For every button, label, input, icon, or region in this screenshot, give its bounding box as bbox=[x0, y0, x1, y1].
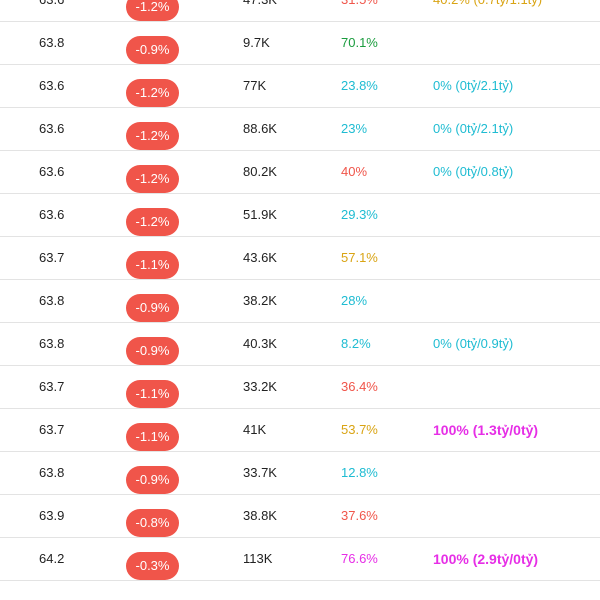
percent-cell: 70.1% bbox=[341, 35, 378, 50]
change-badge: -1.2% bbox=[126, 79, 179, 107]
table-row[interactable]: 63.6 -1.2% 51.9K 29.3% bbox=[0, 194, 600, 237]
volume-cell: 33.7K bbox=[243, 465, 277, 480]
change-badge: -0.3% bbox=[126, 552, 179, 580]
change-badge: -1.1% bbox=[126, 380, 179, 408]
change-cell: -0.3% bbox=[126, 545, 179, 580]
table-row[interactable]: 63.6 -1.2% 77K 23.8% 0% (0tỷ/2.1tỷ) bbox=[0, 65, 600, 108]
change-cell: -1.1% bbox=[126, 373, 179, 408]
price-cell: 63.8 bbox=[39, 465, 65, 480]
price-cell: 63.7 bbox=[39, 379, 65, 394]
percent-cell: 31.5% bbox=[341, 0, 378, 21]
change-cell: -1.2% bbox=[126, 201, 179, 236]
change-cell: -0.9% bbox=[126, 287, 179, 322]
change-cell: -0.8% bbox=[126, 502, 179, 537]
volume-cell: 38.8K bbox=[243, 508, 277, 523]
percent-cell: 40% bbox=[341, 164, 368, 179]
percent-cell: 8.2% bbox=[341, 336, 371, 351]
change-cell: -0.9% bbox=[126, 29, 179, 64]
price-cell: 63.8 bbox=[39, 293, 65, 308]
volume-cell: 40.3K bbox=[243, 336, 277, 351]
percent-cell: 37.6% bbox=[341, 508, 378, 523]
volume-cell: 51.9K bbox=[243, 207, 277, 222]
percent-cell: 53.7% bbox=[341, 422, 378, 437]
change-badge: -0.9% bbox=[126, 36, 179, 64]
volume-cell: 47.3K bbox=[243, 0, 277, 21]
change-cell: -0.9% bbox=[126, 459, 179, 494]
change-badge: -1.2% bbox=[126, 0, 179, 21]
change-cell: -1.1% bbox=[126, 416, 179, 451]
price-cell: 63.6 bbox=[39, 164, 65, 179]
foreign-cell: 0% (0tỷ/0.9tỷ) bbox=[433, 336, 514, 351]
percent-cell: 23.8% bbox=[341, 78, 378, 93]
volume-cell: 41K bbox=[243, 422, 267, 437]
foreign-cell: 100% (2.9tỷ/0tỷ) bbox=[433, 551, 539, 567]
change-badge: -1.2% bbox=[126, 165, 179, 193]
foreign-cell: 0% (0tỷ/0.8tỷ) bbox=[433, 164, 514, 179]
table-row[interactable]: 63.7 -1.1% 33.2K 36.4% bbox=[0, 366, 600, 409]
price-cell: 63.6 bbox=[39, 121, 65, 136]
table-row[interactable]: 63.9 -0.8% 38.8K 37.6% bbox=[0, 495, 600, 538]
price-cell: 63.6 bbox=[39, 207, 65, 222]
percent-cell: 57.1% bbox=[341, 250, 378, 265]
price-cell: 63.6 bbox=[39, 0, 64, 21]
change-badge: -0.8% bbox=[126, 509, 179, 537]
volume-cell: 9.7K bbox=[243, 35, 270, 50]
trade-table: 63.6 -1.2% 47.3K 31.5% 40.2% (0.7tỷ/1.1t… bbox=[0, 0, 600, 581]
change-cell: -1.2% bbox=[126, 72, 179, 107]
change-badge: -1.1% bbox=[126, 423, 179, 451]
table-row[interactable]: 64.2 -0.3% 113K 76.6% 100% (2.9tỷ/0tỷ) bbox=[0, 538, 600, 581]
table-row[interactable]: 63.7 -1.1% 43.6K 57.1% bbox=[0, 237, 600, 280]
volume-cell: 38.2K bbox=[243, 293, 277, 308]
percent-cell: 29.3% bbox=[341, 207, 378, 222]
table-row[interactable]: 63.8 -0.9% 38.2K 28% bbox=[0, 280, 600, 323]
percent-cell: 28% bbox=[341, 293, 368, 308]
foreign-cell: 100% (1.3tỷ/0tỷ) bbox=[433, 422, 539, 438]
price-cell: 63.8 bbox=[39, 35, 65, 50]
change-badge: -1.1% bbox=[126, 251, 179, 279]
table-row[interactable]: 63.6 -1.2% 47.3K 31.5% 40.2% (0.7tỷ/1.1t… bbox=[0, 0, 600, 22]
change-badge: -1.2% bbox=[126, 208, 179, 236]
foreign-cell: 40.2% (0.7tỷ/1.1tỷ) bbox=[433, 0, 542, 21]
percent-cell: 36.4% bbox=[341, 379, 378, 394]
change-badge: -0.9% bbox=[126, 294, 179, 322]
price-cell: 63.6 bbox=[39, 78, 65, 93]
volume-cell: 113K bbox=[243, 551, 273, 566]
change-cell: -1.2% bbox=[126, 115, 179, 150]
price-cell: 63.9 bbox=[39, 508, 65, 523]
percent-cell: 12.8% bbox=[341, 465, 378, 480]
volume-cell: 33.2K bbox=[243, 379, 277, 394]
volume-cell: 77K bbox=[243, 78, 267, 93]
change-badge: -0.9% bbox=[126, 466, 179, 494]
change-cell: -1.2% bbox=[126, 0, 179, 21]
change-cell: -1.2% bbox=[126, 158, 179, 193]
price-cell: 63.7 bbox=[39, 250, 65, 265]
price-cell: 64.2 bbox=[39, 551, 65, 566]
change-cell: -1.1% bbox=[126, 244, 179, 279]
table-row[interactable]: 63.6 -1.2% 88.6K 23% 0% (0tỷ/2.1tỷ) bbox=[0, 108, 600, 151]
price-cell: 63.8 bbox=[39, 336, 65, 351]
volume-cell: 88.6K bbox=[243, 121, 277, 136]
table-row[interactable]: 63.6 -1.2% 80.2K 40% 0% (0tỷ/0.8tỷ) bbox=[0, 151, 600, 194]
table-row[interactable]: 63.8 -0.9% 40.3K 8.2% 0% (0tỷ/0.9tỷ) bbox=[0, 323, 600, 366]
table-row[interactable]: 63.8 -0.9% 33.7K 12.8% bbox=[0, 452, 600, 495]
table-row[interactable]: 63.8 -0.9% 9.7K 70.1% bbox=[0, 22, 600, 65]
foreign-cell: 0% (0tỷ/2.1tỷ) bbox=[433, 121, 514, 136]
change-badge: -1.2% bbox=[126, 122, 179, 150]
foreign-cell: 0% (0tỷ/2.1tỷ) bbox=[433, 78, 514, 93]
change-cell: -0.9% bbox=[126, 330, 179, 365]
percent-cell: 23% bbox=[341, 121, 368, 136]
change-badge: -0.9% bbox=[126, 337, 179, 365]
price-cell: 63.7 bbox=[39, 422, 65, 437]
volume-cell: 80.2K bbox=[243, 164, 277, 179]
percent-cell: 76.6% bbox=[341, 551, 378, 566]
volume-cell: 43.6K bbox=[243, 250, 277, 265]
table-row[interactable]: 63.7 -1.1% 41K 53.7% 100% (1.3tỷ/0tỷ) bbox=[0, 409, 600, 452]
